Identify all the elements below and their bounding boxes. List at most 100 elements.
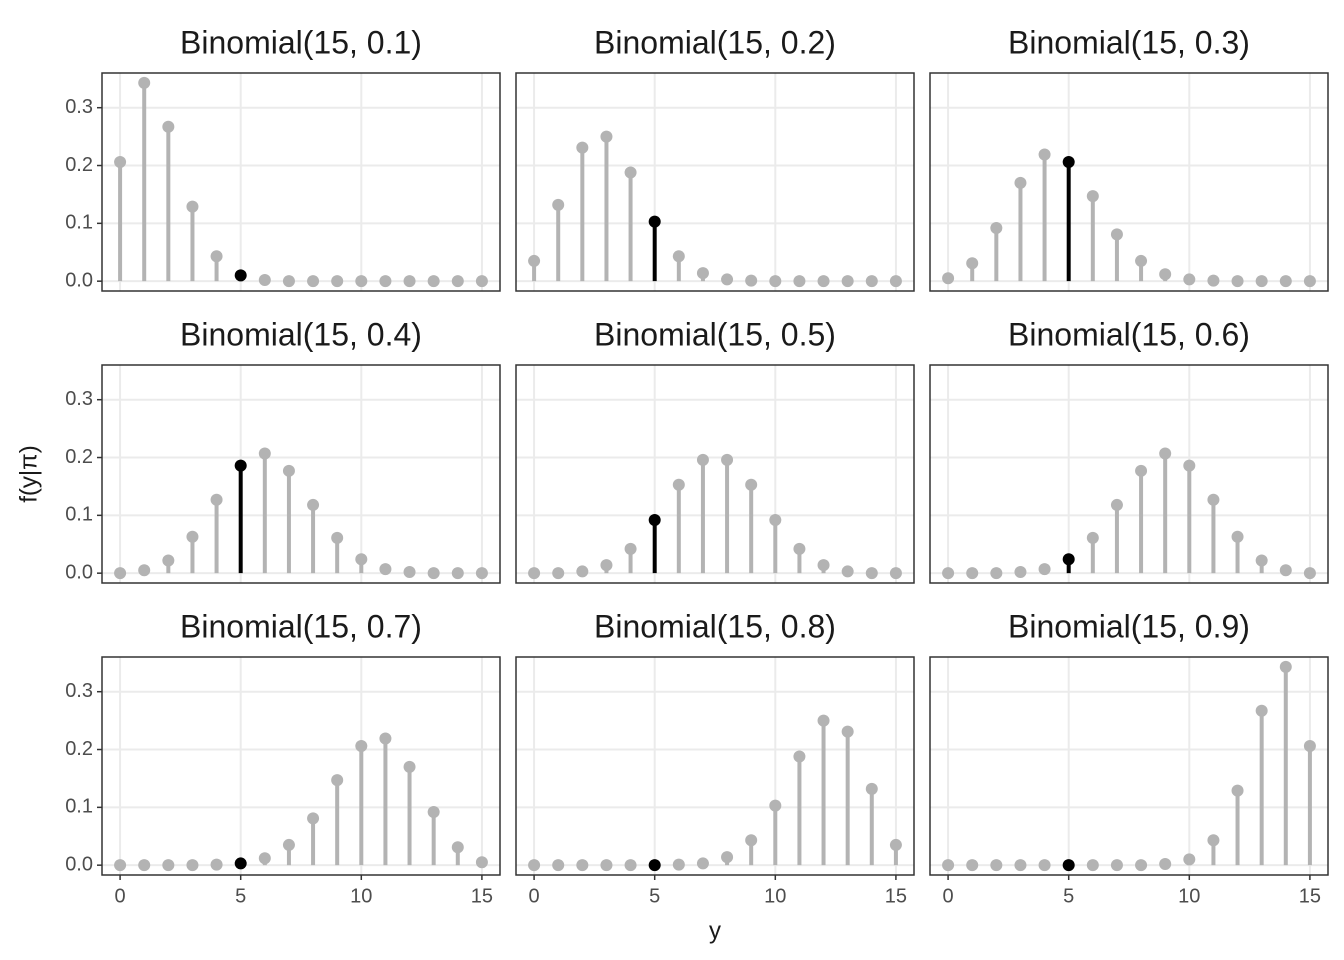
point (648, 859, 661, 872)
point (138, 76, 151, 89)
y-tick-label: 0.1 (65, 212, 93, 234)
point (942, 859, 955, 872)
point (427, 805, 440, 818)
point (793, 542, 806, 555)
point (282, 275, 295, 288)
point (1086, 531, 1099, 544)
point (1279, 660, 1292, 673)
point (942, 272, 955, 285)
point (769, 275, 782, 288)
point (745, 478, 758, 491)
point (1279, 275, 1292, 288)
x-tick-label: 10 (350, 885, 372, 907)
point (966, 859, 979, 872)
panel-border (929, 656, 1329, 876)
point (475, 856, 488, 869)
point (990, 221, 1003, 234)
x-tick-label: 10 (764, 885, 786, 907)
point (162, 859, 175, 872)
point (745, 274, 758, 287)
point (1135, 254, 1148, 267)
point (528, 859, 541, 872)
point (210, 493, 223, 506)
point (210, 250, 223, 263)
point (114, 156, 127, 169)
point (696, 453, 709, 466)
point (1231, 784, 1244, 797)
point (1231, 275, 1244, 288)
point (841, 565, 854, 578)
panel-title: Binomial(15, 0.3) (1008, 24, 1250, 60)
point (331, 275, 344, 288)
point (1183, 459, 1196, 472)
point (331, 531, 344, 544)
y-tick-label: 0.1 (65, 504, 93, 526)
point (331, 774, 344, 787)
point (990, 567, 1003, 580)
point (258, 852, 271, 865)
panel-border (515, 364, 915, 584)
panel-title: Binomial(15, 0.7) (180, 608, 422, 644)
point (817, 275, 830, 288)
point (379, 275, 392, 288)
point (403, 275, 416, 288)
panel-title: Binomial(15, 0.4) (180, 316, 422, 352)
point (258, 274, 271, 287)
point (1135, 464, 1148, 477)
point (990, 859, 1003, 872)
point (1255, 704, 1268, 717)
panel-title: Binomial(15, 0.6) (1008, 316, 1250, 352)
point (600, 559, 613, 572)
y-tick-label: 0.0 (65, 561, 93, 583)
point (1086, 190, 1099, 203)
point (966, 257, 979, 270)
point (1038, 148, 1051, 161)
y-tick-label: 0.0 (65, 269, 93, 291)
point (696, 267, 709, 280)
point (1110, 498, 1123, 511)
point (1038, 859, 1051, 872)
point (624, 166, 637, 179)
point (841, 275, 854, 288)
point (307, 275, 320, 288)
panel-border (101, 72, 501, 292)
point (1135, 859, 1148, 872)
point (865, 275, 878, 288)
panel-border (515, 72, 915, 292)
point (1207, 493, 1220, 506)
point (1255, 554, 1268, 567)
point (672, 858, 685, 871)
panel-title: Binomial(15, 0.5) (594, 316, 836, 352)
point (528, 567, 541, 580)
point (379, 732, 392, 745)
point (672, 250, 685, 263)
point (186, 859, 199, 872)
point (186, 200, 199, 213)
point (1086, 859, 1099, 872)
point (451, 275, 464, 288)
panel-border (929, 72, 1329, 292)
point (1207, 274, 1220, 287)
point (648, 513, 661, 526)
point (138, 859, 151, 872)
point (234, 269, 247, 282)
point (1014, 859, 1027, 872)
point (451, 841, 464, 854)
point (1279, 564, 1292, 577)
point (841, 725, 854, 738)
panel-title: Binomial(15, 0.8) (594, 608, 836, 644)
x-tick-label: 15 (1299, 885, 1321, 907)
point (1038, 563, 1051, 576)
point (1183, 853, 1196, 866)
y-tick-label: 0.2 (65, 154, 93, 176)
point (600, 130, 613, 143)
point (793, 275, 806, 288)
point (624, 542, 637, 555)
point (234, 857, 247, 870)
y-tick-label: 0.2 (65, 446, 93, 468)
point (865, 567, 878, 580)
point (1303, 740, 1316, 753)
point (817, 559, 830, 572)
